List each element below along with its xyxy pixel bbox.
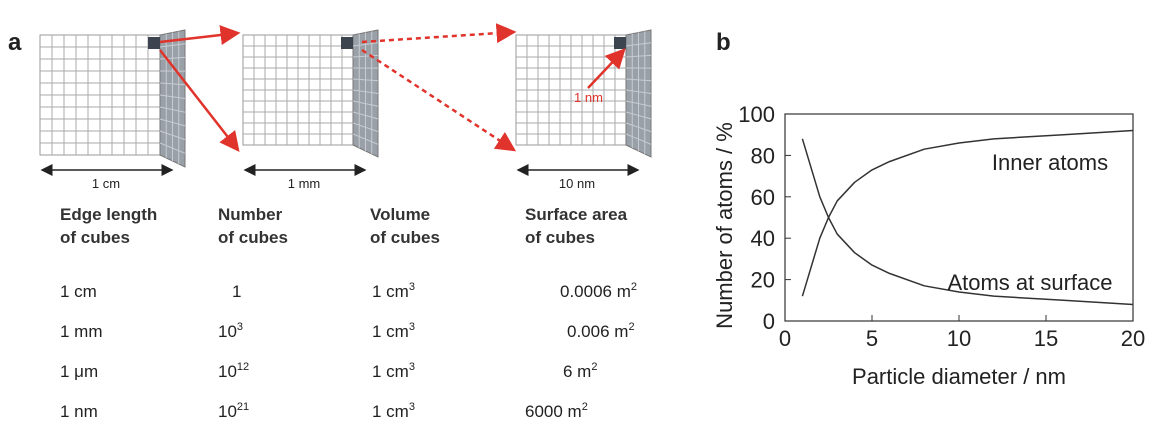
table-cell: 1 cm3 [372, 281, 415, 301]
scale-label: 10 nm [559, 176, 595, 191]
arrow [159, 25, 241, 45]
cell-text: 1 cm [372, 282, 409, 301]
scale-label: 1 mm [288, 176, 321, 191]
x-tick-label: 0 [779, 326, 791, 351]
scale-label: 1 cm [92, 176, 120, 191]
cell-text: 0.0006 m [560, 282, 631, 301]
x-tick-label: 20 [1121, 326, 1145, 351]
y-axis-title: Number of atoms / % [712, 122, 737, 329]
cell-superscript: 2 [591, 361, 597, 373]
table-cell: 103 [218, 321, 243, 341]
table-cell: 6 m2 [563, 361, 597, 381]
cell-text: 1 nm [60, 402, 98, 421]
arrow [361, 23, 517, 44]
cell-text: 10 [218, 322, 237, 341]
small-cube [341, 37, 353, 49]
cube-diagram: 1 cm 1 mm 10 nm [39, 29, 652, 191]
table: Edge length of cubes Number of cubes Volume o… [60, 205, 637, 421]
table-cell: 1 cm3 [372, 401, 415, 421]
table-cell: 1012 [218, 361, 249, 381]
cell-superscript: 2 [628, 321, 634, 333]
panel-label: b [716, 29, 731, 56]
small-cube [614, 37, 626, 49]
cell-text: 1 cm [372, 322, 409, 341]
cell-text: 1 cm [372, 402, 409, 421]
cell-superscript: 3 [409, 401, 415, 413]
table-cell: 1 μm [60, 362, 98, 381]
table-header: Number [218, 205, 283, 224]
small-cube [148, 37, 160, 49]
arrow [159, 49, 240, 152]
panel-label: a [8, 29, 22, 56]
line [801, 138, 1134, 306]
table-cell: 1 cm3 [372, 361, 415, 381]
table-header: Volume [370, 205, 430, 224]
series-label: Inner atoms [992, 150, 1108, 175]
series-label: Atoms at surface [947, 270, 1112, 295]
cell-text: 10 [218, 362, 237, 381]
table-header: Edge length [60, 205, 157, 224]
cell-text: 10 [218, 402, 237, 421]
arrow [587, 48, 626, 89]
cell-superscript: 2 [582, 401, 588, 413]
chart: 0 20 40 60 80 100 0 5 10 15 20 Particle diameter / … [712, 102, 1145, 389]
cell-text: 1 [232, 282, 241, 301]
x-tick-label: 5 [866, 326, 878, 351]
table-cell: 1 nm [60, 402, 98, 421]
table-cell: 1 mm [60, 322, 103, 341]
table-header: of cubes [60, 228, 130, 247]
cell-text: 1 μm [60, 362, 98, 381]
cell-superscript: 3 [409, 281, 415, 293]
y-tick-label: 80 [751, 143, 775, 168]
table-cell: 0.006 m2 [567, 321, 635, 341]
y-tick-label: 40 [751, 226, 775, 251]
cell-text: 1 cm [60, 282, 97, 301]
cell-text: 0.006 m [567, 322, 628, 341]
x-tick-label: 15 [1034, 326, 1058, 351]
table-cell: 1021 [218, 401, 249, 421]
cell-text: 1 cm [372, 362, 409, 381]
table-header: of cubes [370, 228, 440, 247]
arrow [361, 48, 517, 152]
table-cell: 1 cm [60, 282, 97, 301]
annotation: 1 nm [574, 90, 603, 105]
x-axis-title: Particle diameter / nm [852, 364, 1066, 389]
x-tick-label: 10 [947, 326, 971, 351]
cell-superscript: 21 [237, 401, 249, 413]
y-tick-label: 0 [763, 309, 775, 334]
cell-superscript: 2 [631, 281, 637, 293]
table-header: Surface area [525, 205, 628, 224]
cell-superscript: 3 [409, 361, 415, 373]
table-header: of cubes [218, 228, 288, 247]
y-tick-label: 60 [751, 185, 775, 210]
cell-superscript: 3 [409, 321, 415, 333]
cell-text: 6000 m [525, 402, 582, 421]
cell-text: 6 m [563, 362, 591, 381]
y-tick-label: 20 [751, 268, 775, 293]
table-header: of cubes [525, 228, 595, 247]
table-cell: 1 cm3 [372, 321, 415, 341]
cell-superscript: 3 [237, 321, 243, 333]
cell-superscript: 12 [237, 361, 249, 373]
line [801, 129, 1134, 297]
table-cell: 6000 m2 [525, 401, 588, 421]
table-cell: 1 [232, 282, 241, 301]
y-tick-label: 100 [738, 102, 775, 127]
cell-text: 1 mm [60, 322, 103, 341]
table-cell: 0.0006 m2 [560, 281, 637, 301]
